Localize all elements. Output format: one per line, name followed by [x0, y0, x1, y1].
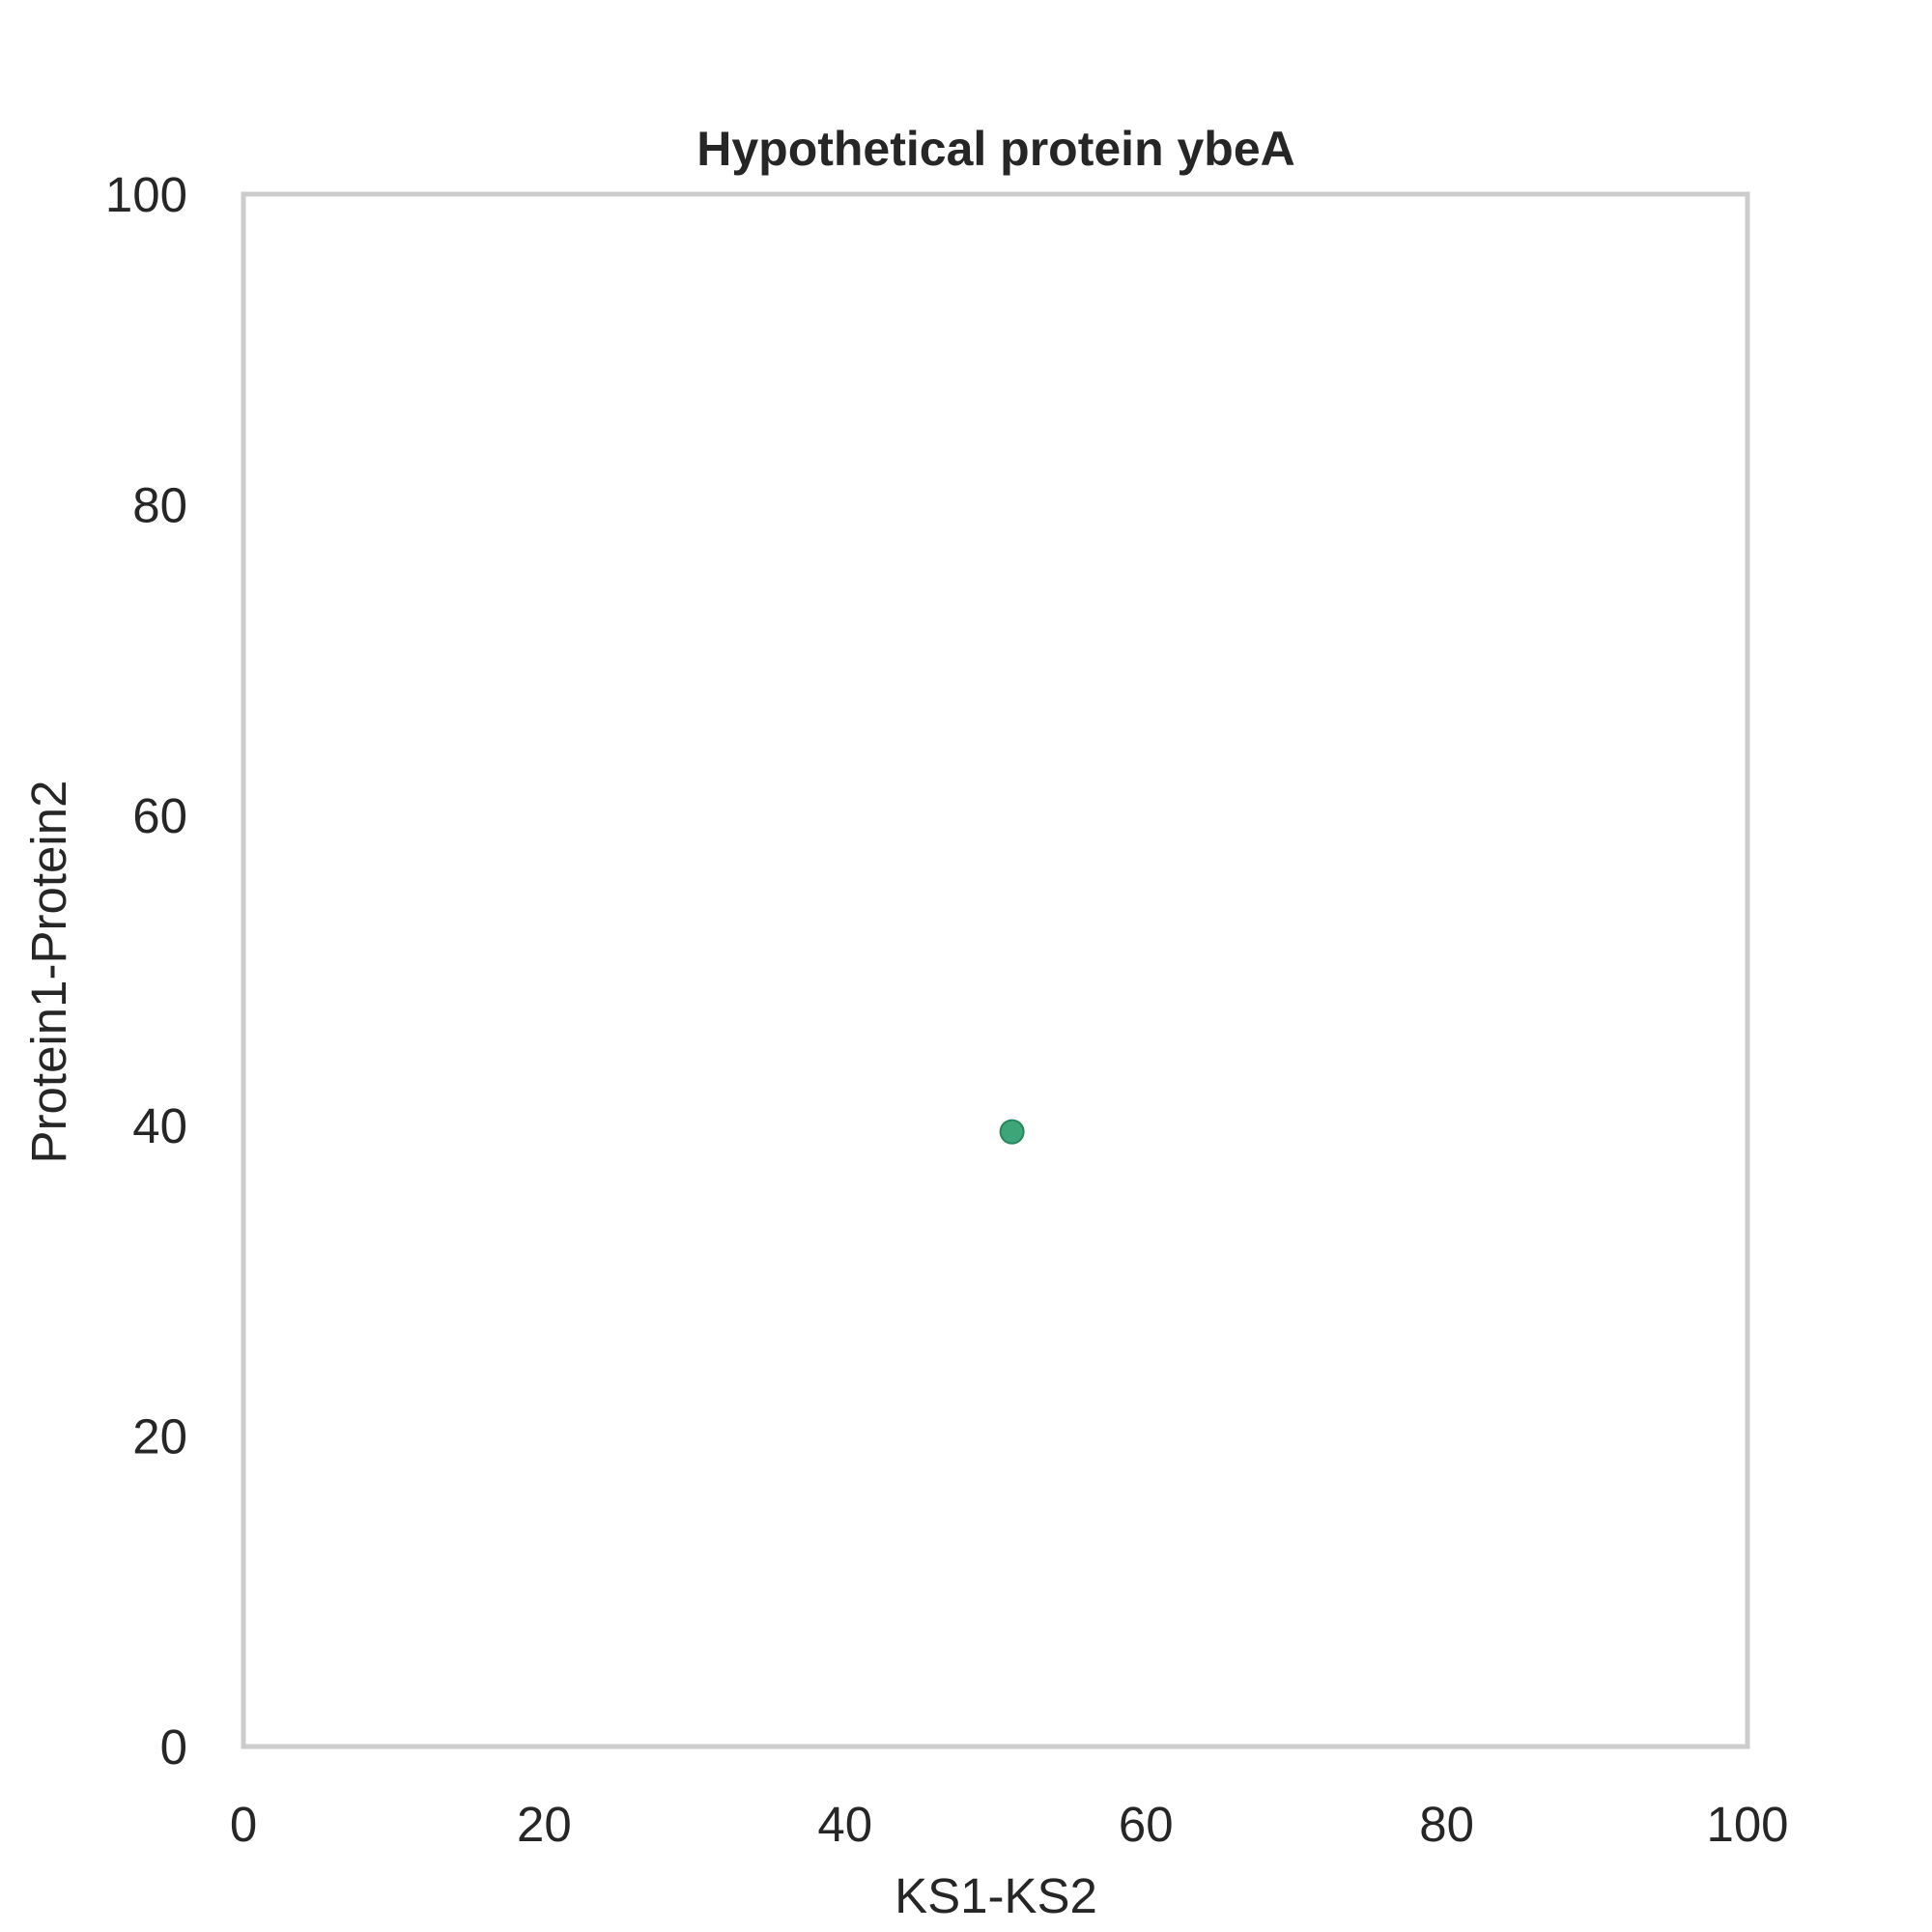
data-point	[999, 1119, 1025, 1145]
x-tick-label: 40	[817, 1797, 872, 1852]
y-tick-label: 80	[132, 477, 187, 532]
y-axis-label: Protein1-Protein2	[21, 781, 76, 1164]
data-points	[999, 1119, 1025, 1145]
x-tick-label: 60	[1119, 1797, 1174, 1852]
y-tick-label: 0	[160, 1719, 187, 1775]
x-axis-ticks: 0 20 40 60 80 100	[230, 1797, 1789, 1852]
plot-area	[241, 191, 1750, 1749]
chart-title: Hypothetical protein ybeA	[696, 122, 1295, 176]
x-axis-label: KS1-KS2	[895, 1868, 1097, 1923]
x-tick-label: 80	[1419, 1797, 1474, 1852]
x-tick-label: 0	[230, 1797, 257, 1852]
x-tick-label: 20	[517, 1797, 572, 1852]
y-tick-label: 20	[132, 1409, 187, 1464]
y-axis-ticks: 0 20 40 60 80 100	[105, 167, 187, 1775]
y-tick-label: 60	[132, 788, 187, 843]
x-tick-label: 100	[1706, 1797, 1788, 1852]
y-tick-label: 100	[105, 167, 187, 222]
y-tick-label: 40	[132, 1098, 187, 1153]
